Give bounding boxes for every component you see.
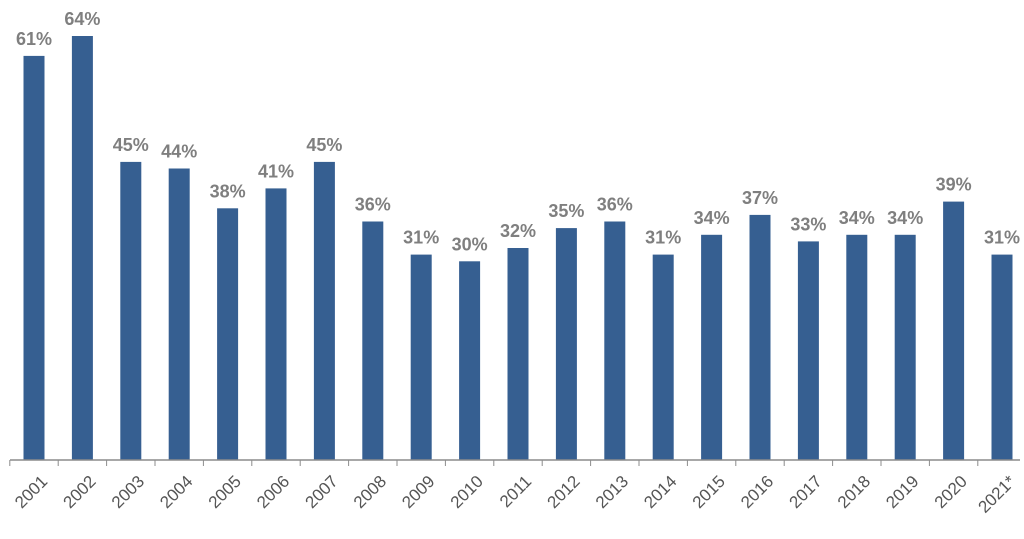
bar-2021* [991,254,1013,460]
tick-label-2020: 2020 [931,472,971,512]
tick-label-2011: 2011 [496,472,535,511]
data-label-2014: 31% [645,228,681,248]
data-label-2015: 34% [694,208,730,228]
tick-label-2014: 2014 [640,472,680,512]
bar-2009 [410,254,432,460]
bar-2013 [604,221,626,460]
bar-2007 [313,161,335,460]
tick-label-2008: 2008 [350,472,390,512]
bar-2010 [459,261,481,461]
data-label-2011: 32% [500,221,536,241]
bar-2005 [217,208,239,461]
data-label-2005: 38% [210,181,246,201]
bar-2004 [168,168,190,460]
bar-2002 [71,36,93,460]
tick-label-2004: 2004 [156,472,196,512]
data-label-2019: 34% [887,208,923,228]
tick-label-2018: 2018 [834,472,874,512]
tick-label-2019: 2019 [882,472,922,512]
tick-label-2017: 2017 [786,472,826,512]
data-label-2006: 41% [258,161,294,181]
tick-label-2016: 2016 [737,472,777,512]
tick-label-2013: 2013 [592,472,632,512]
data-label-2017: 33% [790,214,826,234]
data-label-2003: 45% [113,135,149,155]
data-label-2012: 35% [548,201,584,221]
data-label-2002: 64% [64,9,100,29]
bar-2008 [362,221,384,460]
tick-label-2009: 2009 [398,472,438,512]
data-label-2001: 61% [16,29,52,49]
tick-label-2006: 2006 [253,472,293,512]
bar-2014 [652,254,674,460]
tick-label-2005: 2005 [205,472,245,512]
data-label-2016: 37% [742,188,778,208]
bar-2016 [749,214,771,460]
data-label-2018: 34% [839,208,875,228]
tick-label-2010: 2010 [447,472,487,512]
data-label-2020: 39% [936,175,972,195]
tick-label-2012: 2012 [544,472,584,512]
tick-label-2021*: 2021* [974,472,1019,517]
bar-2017 [797,241,819,460]
tick-label-2002: 2002 [60,472,100,512]
tick-label-2003: 2003 [108,472,148,512]
bar-2006 [265,188,287,460]
data-label-2021*: 31% [984,228,1020,248]
bar-2015 [701,234,723,461]
data-label-2007: 45% [306,135,342,155]
bar-2011 [507,248,529,460]
bar-2018 [846,234,868,461]
data-label-2013: 36% [597,195,633,215]
data-label-2009: 31% [403,228,439,248]
tick-label-2007: 2007 [302,472,342,512]
bar-2001 [23,55,45,461]
tick-label-2001: 2001 [11,472,51,512]
bar-2020 [943,201,965,460]
bar-2019 [894,234,916,461]
bar-2012 [555,228,577,460]
data-label-2010: 30% [452,234,488,254]
data-label-2008: 36% [355,195,391,215]
data-label-2004: 44% [161,142,197,162]
tick-label-2015: 2015 [689,472,729,512]
bar-2003 [120,161,142,460]
